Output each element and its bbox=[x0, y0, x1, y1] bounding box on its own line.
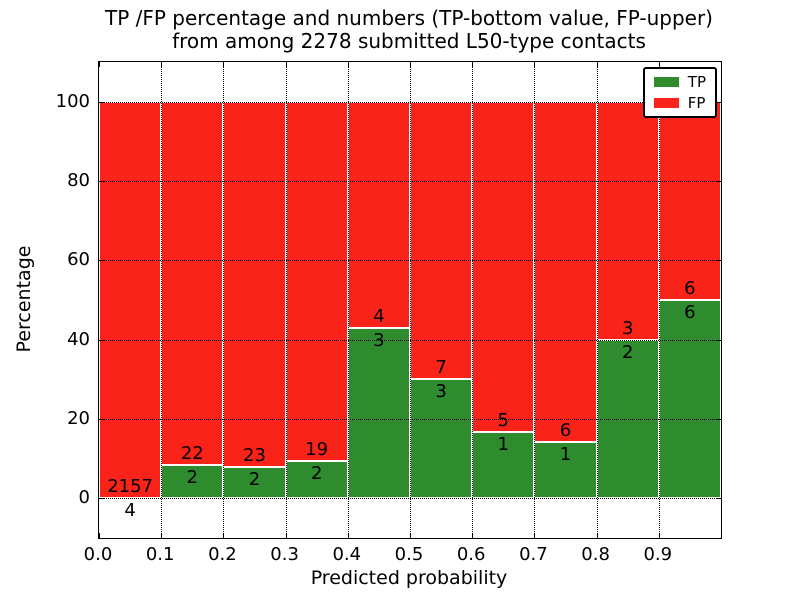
x-tick-mark-top bbox=[285, 62, 287, 67]
x-tick-label: 0.4 bbox=[332, 544, 362, 565]
y-tick-label: 100 bbox=[55, 90, 90, 112]
legend: TP FP bbox=[642, 67, 717, 118]
tp-count-label: 4 bbox=[124, 499, 136, 521]
x-tick-mark-top bbox=[161, 62, 163, 67]
x-tick-mark-top bbox=[658, 62, 660, 67]
y-tick-mark bbox=[99, 260, 104, 262]
x-tick-mark bbox=[99, 533, 100, 538]
y-tick-label: 80 bbox=[67, 170, 90, 191]
x-tick-mark bbox=[658, 533, 660, 538]
x-tick-label: 0.9 bbox=[643, 544, 673, 565]
bar-fp-segment bbox=[223, 101, 286, 467]
x-tick-mark-top bbox=[347, 62, 349, 67]
bar-fp-segment bbox=[285, 101, 348, 461]
y-tick-mark-right bbox=[716, 498, 721, 500]
legend-item-tp: TP bbox=[653, 73, 706, 91]
y-tick-mark bbox=[99, 419, 104, 420]
fp-count-label: 4 bbox=[373, 306, 385, 328]
x-tick-mark bbox=[285, 533, 287, 538]
fp-count-label: 19 bbox=[305, 438, 329, 460]
x-tick-mark bbox=[472, 533, 474, 538]
fp-count-label: 23 bbox=[243, 444, 266, 466]
bar-tp-segment bbox=[161, 465, 224, 499]
x-tick-mark-top bbox=[99, 62, 100, 67]
x-tick-mark bbox=[534, 533, 536, 538]
x-tick-mark-top bbox=[410, 62, 411, 67]
x-tick-mark-top bbox=[223, 62, 225, 67]
gridline-horizontal bbox=[99, 498, 721, 500]
x-tick-label: 0.5 bbox=[394, 544, 424, 565]
legend-swatch-tp-icon bbox=[653, 77, 679, 87]
x-tick-mark bbox=[596, 533, 598, 538]
bar-fp-segment bbox=[99, 101, 162, 498]
bar-fp-segment bbox=[410, 101, 473, 380]
bar-tp-segment bbox=[596, 339, 659, 499]
x-tick-label: 0.3 bbox=[270, 544, 299, 565]
tp-count-label: 2 bbox=[248, 468, 261, 490]
bar-fp-segment bbox=[347, 101, 410, 329]
legend-label-fp: FP bbox=[687, 94, 706, 112]
tp-count-label: 6 bbox=[684, 302, 696, 323]
x-tick-mark bbox=[223, 533, 225, 538]
y-tick-mark bbox=[99, 101, 104, 103]
y-tick-mark-right bbox=[716, 101, 721, 103]
legend-swatch-fp-icon bbox=[653, 98, 679, 108]
bar-fp-segment bbox=[472, 101, 535, 433]
y-tick-mark-right bbox=[716, 339, 721, 341]
x-tick-mark-top bbox=[596, 62, 598, 67]
plot-area: TP FP 2157 4 22 2 23 2 19 2 4 3 7 3 5 1 6 1 3 2 6 6 bbox=[98, 61, 722, 539]
tp-count-label: 1 bbox=[559, 443, 572, 465]
fp-count-label: 6 bbox=[684, 278, 696, 299]
bar-fp-segment bbox=[534, 101, 597, 442]
fp-count-label: 3 bbox=[621, 317, 634, 339]
tp-count-label: 2 bbox=[621, 341, 634, 363]
chart-title: TP /FP percentage and numbers (TP-bottom… bbox=[98, 7, 720, 53]
tp-count-label: 1 bbox=[497, 434, 509, 456]
legend-item-fp: FP bbox=[653, 94, 706, 112]
x-tick-label: 0.6 bbox=[456, 544, 486, 565]
x-tick-label: 0.8 bbox=[581, 544, 610, 565]
x-tick-mark bbox=[161, 533, 163, 538]
x-tick-label: 0.1 bbox=[145, 544, 175, 565]
tp-count-label: 2 bbox=[310, 462, 323, 484]
x-tick-label: 0.7 bbox=[519, 544, 548, 565]
chart-title-line1: TP /FP percentage and numbers (TP-bottom… bbox=[105, 6, 713, 30]
x-tick-mark bbox=[410, 533, 411, 538]
tp-count-label: 2 bbox=[186, 467, 198, 489]
fp-count-label: 22 bbox=[180, 443, 204, 465]
fp-count-label: 5 bbox=[497, 410, 509, 432]
y-tick-label: 40 bbox=[67, 328, 90, 350]
bar-tp-segment bbox=[347, 328, 410, 499]
bar-tp-segment bbox=[658, 300, 721, 499]
y-tick-mark bbox=[99, 181, 104, 182]
legend-label-tp: TP bbox=[687, 73, 706, 91]
y-tick-mark bbox=[99, 339, 104, 341]
x-tick-mark bbox=[347, 533, 349, 538]
y-tick-mark-right bbox=[716, 419, 721, 420]
bar-tp-segment bbox=[410, 379, 473, 499]
tp-count-label: 3 bbox=[373, 330, 385, 352]
x-tick-label: 0.2 bbox=[208, 544, 237, 565]
x-tick-label: 0.0 bbox=[83, 544, 113, 565]
x-axis-label: Predicted probability bbox=[310, 567, 508, 589]
y-tick-label: 20 bbox=[67, 408, 90, 429]
bar-tp-segment bbox=[285, 460, 348, 499]
bar-fp-segment bbox=[658, 101, 721, 300]
y-tick-label: 0 bbox=[78, 487, 90, 509]
y-tick-mark-right bbox=[716, 181, 721, 182]
y-tick-mark bbox=[99, 498, 104, 500]
y-tick-label: 60 bbox=[67, 249, 90, 271]
bar-fp-segment bbox=[161, 101, 224, 466]
bar-tp-segment bbox=[534, 441, 597, 499]
tp-count-label: 3 bbox=[435, 381, 447, 403]
fp-count-label: 2157 bbox=[107, 475, 153, 497]
bar-fp-segment bbox=[596, 101, 659, 340]
y-tick-mark-right bbox=[716, 260, 721, 262]
x-tick-mark-top bbox=[472, 62, 474, 67]
fp-count-label: 6 bbox=[559, 419, 572, 441]
fp-count-label: 7 bbox=[435, 357, 447, 379]
chart-title-line2: from among 2278 submitted L50-type conta… bbox=[172, 29, 646, 53]
x-tick-mark-top bbox=[534, 62, 536, 67]
